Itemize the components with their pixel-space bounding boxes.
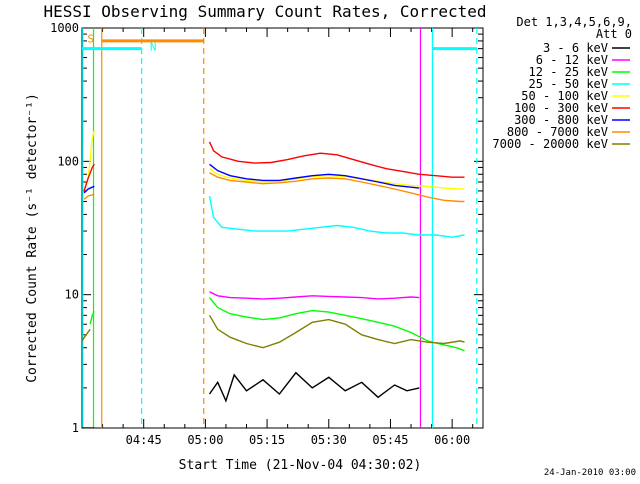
legend-label: 6 - 12 keV xyxy=(536,53,608,67)
series-line xyxy=(209,172,465,203)
legend-label: 7000 - 20000 keV xyxy=(492,137,608,151)
y-tick-label: 1000 xyxy=(50,21,79,35)
series-line xyxy=(209,168,465,190)
x-axis-label: Start Time (21-Nov-04 04:30:02) xyxy=(179,458,422,473)
series-line xyxy=(208,141,465,178)
flag-label: S xyxy=(87,32,94,45)
legend-label: 300 - 800 keV xyxy=(514,113,608,127)
flag-label: N xyxy=(150,40,157,53)
y-tick-label: 1 xyxy=(72,421,79,435)
chart-title: HESSI Observing Summary Count Rates, Cor… xyxy=(43,2,486,21)
series-line xyxy=(83,193,95,200)
legend-label: 3 - 6 keV xyxy=(543,41,608,55)
plot-data xyxy=(82,28,478,428)
plot-frame xyxy=(81,27,484,429)
x-tick-label: 05:45 xyxy=(372,433,408,447)
footer-timestamp: 24-Jan-2010 03:00 xyxy=(544,468,636,478)
legend-subheader: Att 0 xyxy=(596,27,632,41)
series-line xyxy=(208,371,420,403)
legend-label: 12 - 25 keV xyxy=(529,65,608,79)
series-line xyxy=(209,163,420,189)
series-line xyxy=(208,314,465,349)
series-line xyxy=(209,291,420,300)
x-tick-label: 04:45 xyxy=(126,433,162,447)
series-line xyxy=(89,310,95,325)
series-line xyxy=(208,195,465,238)
legend-label: 100 - 300 keV xyxy=(514,101,608,115)
y-tick-label: 10 xyxy=(65,288,79,302)
legend-label: 25 - 50 keV xyxy=(529,77,608,91)
series-line xyxy=(208,297,465,352)
series-line xyxy=(82,328,91,342)
y-axis-label: Corrected Count Rate (s⁻¹ detector⁻¹) xyxy=(25,93,40,383)
x-tick-label: 06:00 xyxy=(434,433,470,447)
legend-label: 50 - 100 keV xyxy=(521,89,608,103)
series-line xyxy=(83,163,95,192)
series-line xyxy=(83,185,95,194)
x-tick-label: 05:30 xyxy=(311,433,347,447)
x-tick-label: 05:00 xyxy=(187,433,223,447)
legend-label: 800 - 7000 keV xyxy=(507,125,608,139)
legend-header: Det 1,3,4,5,6,9, xyxy=(516,15,632,29)
y-tick-label: 100 xyxy=(57,154,79,168)
x-tick-label: 05:15 xyxy=(249,433,285,447)
